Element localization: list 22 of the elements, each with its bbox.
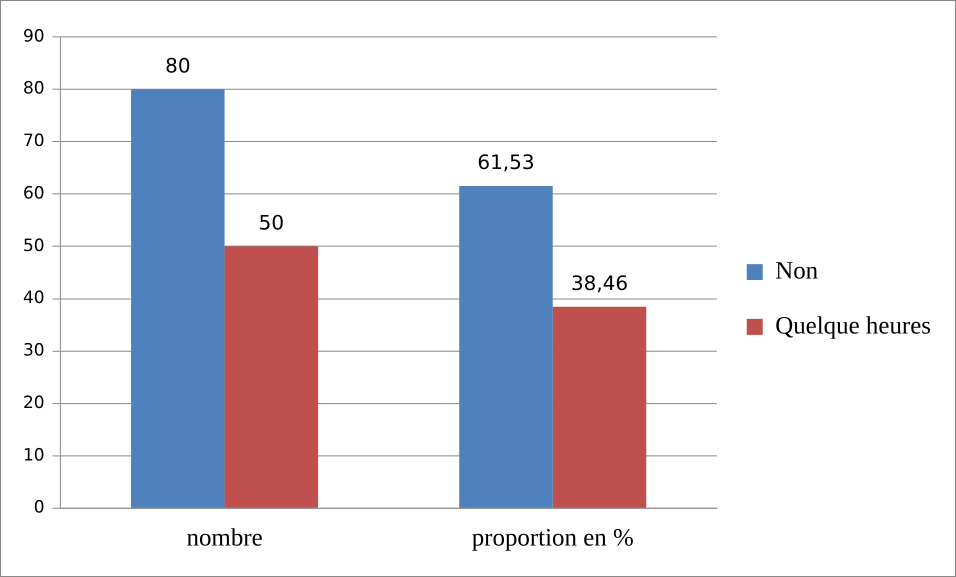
- data-label: 80: [165, 54, 191, 78]
- y-tick-label: 30: [22, 340, 45, 360]
- y-tick-label: 70: [22, 130, 45, 150]
- x-tick-label: nombre: [186, 524, 263, 552]
- data-label: 38,46: [570, 271, 628, 296]
- bar: [224, 246, 318, 508]
- y-tick-label: 60: [22, 182, 45, 202]
- y-tick-label: 0: [34, 496, 45, 517]
- y-tick-label: 40: [22, 287, 45, 308]
- bar: [459, 186, 553, 508]
- data-label: 61,53: [477, 150, 535, 174]
- y-tick-label: 90: [22, 25, 45, 46]
- legend-label: Quelque heures: [775, 312, 931, 340]
- legend-label: Non: [775, 258, 819, 285]
- bar: [552, 306, 646, 508]
- data-label: 50: [258, 210, 284, 235]
- bar: [131, 89, 225, 508]
- y-tick-label: 80: [22, 78, 45, 98]
- y-tick-label: 20: [22, 392, 45, 412]
- y-tick-label: 50: [22, 234, 45, 255]
- y-tick-label: 10: [22, 444, 45, 464]
- x-tick-label: proportion en %: [472, 524, 634, 552]
